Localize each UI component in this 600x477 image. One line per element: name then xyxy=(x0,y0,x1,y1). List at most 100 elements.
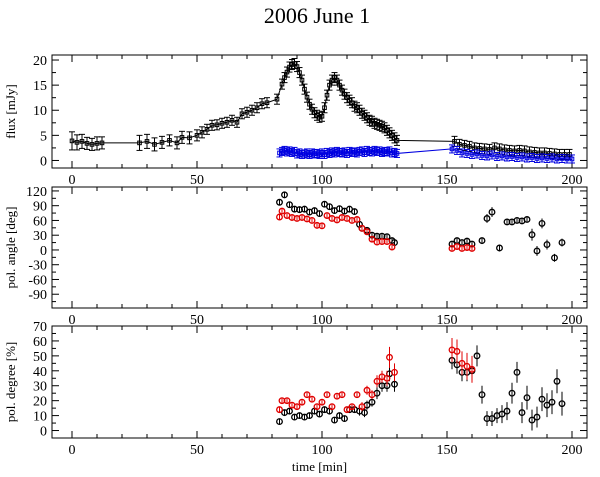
data-point xyxy=(368,390,376,400)
data-point xyxy=(533,246,541,256)
data-point xyxy=(308,395,316,403)
data-point xyxy=(351,208,358,216)
data-point xyxy=(174,136,180,150)
point-marker xyxy=(551,254,558,262)
point-marker xyxy=(259,101,265,107)
pol-angle-x-tick-label: 100 xyxy=(312,313,333,328)
point-marker xyxy=(341,415,348,423)
data-point xyxy=(528,228,536,241)
data-point xyxy=(543,239,551,250)
point-marker xyxy=(306,412,313,420)
point-marker xyxy=(323,212,331,219)
pol-angle-y-tick-label: 60 xyxy=(33,214,47,229)
point-marker xyxy=(224,119,230,125)
point-marker xyxy=(159,140,165,145)
flux-x-tick-label: 100 xyxy=(312,173,333,188)
point-marker xyxy=(276,418,283,426)
series-line xyxy=(71,62,570,155)
point-marker xyxy=(84,141,90,146)
point-marker xyxy=(281,191,288,199)
point-marker xyxy=(519,154,525,160)
data-point xyxy=(276,213,283,221)
data-point xyxy=(316,410,323,418)
point-marker xyxy=(344,95,350,100)
point-marker xyxy=(152,142,157,147)
point-marker xyxy=(312,151,317,157)
data-point xyxy=(361,109,368,121)
point-marker xyxy=(276,406,283,414)
data-point xyxy=(363,228,371,236)
point-marker xyxy=(303,391,311,399)
pol-angle-x-tick-label: 50 xyxy=(190,313,204,328)
data-point xyxy=(79,133,85,149)
point-marker xyxy=(338,391,346,399)
data-point xyxy=(209,119,215,131)
point-marker xyxy=(311,207,318,215)
pol-angle-y-tick-label: -60 xyxy=(28,273,47,288)
data-point xyxy=(358,224,366,232)
point-marker xyxy=(534,156,540,161)
point-marker xyxy=(329,149,335,155)
point-marker xyxy=(478,391,486,399)
data-point xyxy=(449,144,455,154)
data-point xyxy=(453,339,461,364)
pol-angle-y-tick-label: 90 xyxy=(33,200,47,215)
point-marker xyxy=(483,215,491,222)
point-marker xyxy=(74,140,80,145)
point-marker xyxy=(394,138,400,143)
data-point xyxy=(519,152,525,162)
point-marker xyxy=(523,394,531,402)
data-point xyxy=(478,385,486,404)
data-point xyxy=(74,134,80,151)
point-marker xyxy=(504,154,510,160)
data-point xyxy=(353,216,361,223)
point-marker xyxy=(533,413,541,421)
pol-angle-x-tick-label: 0 xyxy=(69,313,76,328)
data-point xyxy=(281,191,288,199)
point-marker xyxy=(538,219,546,227)
point-marker xyxy=(539,155,545,161)
data-point xyxy=(539,153,545,163)
data-point xyxy=(278,207,286,215)
point-marker xyxy=(564,156,570,162)
point-marker xyxy=(372,148,377,153)
point-marker xyxy=(496,244,503,252)
pol-degree-x-tick-label: 50 xyxy=(190,443,204,458)
data-point xyxy=(306,412,313,420)
point-marker xyxy=(361,409,368,417)
point-marker xyxy=(463,362,471,370)
data-point xyxy=(286,407,293,415)
pol-angle-y-tick-label: 120 xyxy=(26,185,47,200)
data-point xyxy=(513,361,521,383)
flux-y-tick-label: 10 xyxy=(33,104,47,119)
point-marker xyxy=(187,135,192,141)
point-marker xyxy=(488,208,496,216)
data-point xyxy=(281,72,288,84)
point-marker xyxy=(523,216,531,223)
point-marker xyxy=(229,117,235,123)
point-marker xyxy=(352,149,357,155)
point-marker xyxy=(364,115,370,121)
point-marker xyxy=(529,155,535,160)
data-point xyxy=(301,205,308,213)
data-point xyxy=(553,369,561,394)
pol-degree-x-tick-label: 200 xyxy=(562,443,583,458)
data-point xyxy=(494,151,500,161)
data-point xyxy=(509,151,515,161)
point-marker xyxy=(167,138,172,143)
point-marker xyxy=(538,395,546,403)
point-marker xyxy=(293,403,301,411)
point-marker xyxy=(348,403,356,411)
x-axis-label: time [min] xyxy=(292,459,347,474)
point-marker xyxy=(454,148,460,153)
data-point xyxy=(528,409,536,431)
data-point xyxy=(549,153,555,163)
data-point xyxy=(559,153,565,163)
point-marker xyxy=(374,122,380,127)
data-point xyxy=(308,216,316,224)
point-marker xyxy=(316,410,323,418)
data-point xyxy=(219,117,225,129)
flux-frame xyxy=(51,54,588,169)
data-point xyxy=(151,137,158,152)
data-point xyxy=(489,150,495,160)
